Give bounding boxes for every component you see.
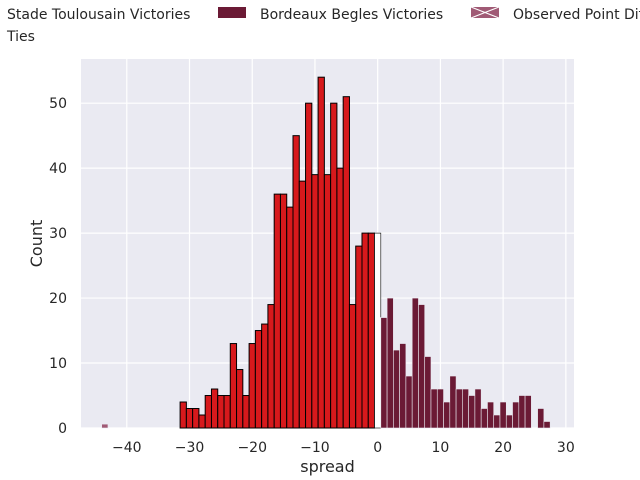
y-axis-label: Count <box>27 220 46 268</box>
bar-toulouse <box>242 395 250 429</box>
x-tick-label: −30 <box>175 440 205 456</box>
bar-toulouse <box>355 245 363 429</box>
bar-toulouse <box>273 193 281 429</box>
x-tick-label: 10 <box>431 440 449 456</box>
bar-toulouse <box>229 343 238 429</box>
bar-toulouse <box>185 408 194 429</box>
bar-bordeaux <box>537 408 545 429</box>
bar-toulouse <box>305 102 313 429</box>
bar-toulouse <box>336 167 344 429</box>
y-tick-labels: 0 10 20 30 40 50 <box>49 96 67 437</box>
x-axis-label: spread <box>300 457 355 476</box>
bar-toulouse <box>323 174 332 429</box>
legend-label-bordeaux: Bordeaux Begles Victories <box>260 7 443 23</box>
x-tick-label: −20 <box>237 440 267 456</box>
bar-toulouse <box>267 304 275 429</box>
bar-toulouse <box>286 206 294 429</box>
bar-toulouse <box>311 174 319 429</box>
bar-toulouse <box>279 193 288 429</box>
legend-label-toulouse: Stade Toulousain Victories <box>7 7 190 23</box>
bar-bordeaux <box>405 375 413 429</box>
bar-toulouse <box>198 414 206 429</box>
legend-swatch-hatch <box>470 6 500 19</box>
bar-bordeaux <box>418 304 426 429</box>
x-tick-label: 0 <box>373 440 382 456</box>
x-tick-label: −40 <box>112 440 142 456</box>
bar-bordeaux <box>474 388 482 429</box>
bar-toulouse <box>261 323 269 429</box>
bar-bordeaux <box>399 343 407 429</box>
bar-toulouse <box>367 232 376 429</box>
bar-bordeaux <box>430 388 438 429</box>
bar-bordeaux <box>524 395 532 429</box>
bar-bordeaux <box>455 388 463 429</box>
legend: Stade Toulousain Victories Bordeaux Begle… <box>6 6 640 45</box>
bar-toulouse <box>217 395 225 429</box>
legend-swatch-bordeaux <box>218 7 246 18</box>
bar-bordeaux <box>493 414 501 429</box>
x-tick-label: 20 <box>494 440 512 456</box>
bar-bordeaux <box>424 356 432 429</box>
bar-observed <box>101 423 109 429</box>
bar-toulouse <box>204 395 212 429</box>
bar-toulouse <box>330 102 338 429</box>
bar-bordeaux <box>386 297 394 429</box>
bar-bordeaux <box>436 388 444 429</box>
bar-bordeaux <box>411 297 419 429</box>
bar-toulouse <box>210 388 219 429</box>
bar-toulouse <box>179 401 187 429</box>
bar-toulouse <box>223 395 231 429</box>
bar-toulouse <box>248 343 256 429</box>
bar-toulouse <box>254 330 263 429</box>
bar-bordeaux <box>505 414 513 429</box>
x-tick-labels: −40 −30 −20 −10 0 10 20 30 <box>112 440 575 456</box>
bar-bordeaux <box>380 317 388 429</box>
bar-bordeaux <box>393 349 400 429</box>
y-tick-label: 10 <box>49 356 67 372</box>
bar-toulouse <box>317 76 325 429</box>
bar-toulouse <box>348 304 357 429</box>
bar-bordeaux <box>468 395 476 429</box>
histogram-bars <box>101 76 551 429</box>
bar-bordeaux <box>480 408 488 429</box>
bar-bordeaux <box>512 401 520 429</box>
bar-toulouse <box>361 232 369 429</box>
y-tick-label: 50 <box>49 96 67 112</box>
x-tick-label: 30 <box>557 440 575 456</box>
bar-bordeaux <box>543 421 551 429</box>
bar-bordeaux <box>499 401 507 429</box>
y-tick-label: 20 <box>49 291 67 307</box>
bar-toulouse <box>192 408 200 429</box>
bar-bordeaux <box>462 388 469 429</box>
bar-toulouse <box>298 180 307 429</box>
bar-toulouse <box>236 369 244 429</box>
bar-bordeaux <box>449 375 457 429</box>
legend-label-ties: Ties <box>6 29 35 45</box>
bar-ties <box>374 232 382 429</box>
y-tick-label: 30 <box>49 226 67 242</box>
bar-bordeaux <box>487 401 495 429</box>
legend-label-observed: Observed Point Dif <box>513 7 640 23</box>
bar-bordeaux <box>518 395 526 429</box>
y-tick-label: 0 <box>58 421 67 437</box>
y-tick-label: 40 <box>49 161 67 177</box>
bar-toulouse <box>292 135 300 429</box>
bar-toulouse <box>342 96 350 429</box>
bar-bordeaux <box>443 401 451 429</box>
x-tick-label: −10 <box>300 440 330 456</box>
